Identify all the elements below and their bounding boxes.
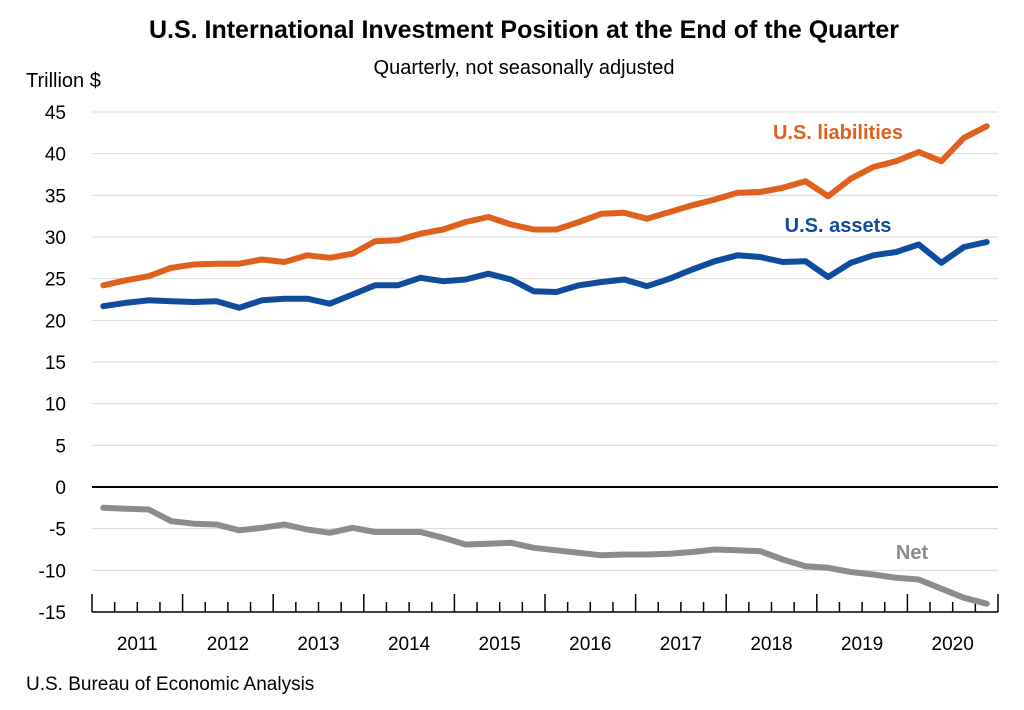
x-tick-label: 2018: [750, 634, 792, 655]
y-tick-label: 25: [45, 270, 66, 291]
x-tick-label: 2015: [479, 634, 521, 655]
y-tick-label: -15: [39, 603, 66, 624]
y-tick-label: -10: [39, 561, 66, 582]
y-tick-label: 20: [45, 311, 66, 332]
y-tick-label: 45: [45, 103, 66, 124]
x-tick-label: 2016: [569, 634, 611, 655]
y-tick-label: 35: [45, 186, 66, 207]
series-line-net: [100, 504, 990, 607]
y-tick-label: 30: [45, 228, 66, 249]
x-tick-label: 2019: [841, 634, 883, 655]
x-tick-label: 2020: [932, 634, 974, 655]
chart-title: U.S. International Investment Position a…: [149, 16, 899, 44]
series-layer: [100, 123, 990, 607]
x-tick-label: 2017: [660, 634, 702, 655]
y-axis-label: Trillion $: [26, 70, 101, 92]
x-tick-label: 2013: [297, 634, 339, 655]
y-tick-label: 40: [45, 145, 66, 166]
source-note: U.S. Bureau of Economic Analysis: [26, 674, 314, 695]
series-line-u-s-liabilities: [100, 123, 990, 289]
x-tick-label: 2011: [117, 634, 158, 655]
x-tick-label: 2014: [388, 634, 431, 655]
grid-layer: [92, 111, 998, 613]
series-label-liabilities: U.S. liabilities: [773, 122, 903, 144]
series-label-assets: U.S. assets: [785, 215, 892, 237]
series-line-u-s-assets: [100, 239, 990, 311]
series-label-net: Net: [896, 542, 929, 564]
y-tick-label: -5: [49, 520, 66, 541]
x-tick-label: 2012: [207, 634, 249, 655]
y-tick-label: 10: [45, 395, 66, 416]
y-tick-label: 0: [55, 478, 66, 499]
x-axis: 2011 2012 2013 2014 2015 2016 2017 2018 2019 2020: [91, 594, 999, 655]
y-tick-labels: 45 40 35 30 25 20 15 10 5 0 -5 -10 -15: [39, 103, 66, 624]
y-tick-label: 5: [55, 436, 66, 457]
chart-subtitle: Quarterly, not seasonally adjusted: [374, 57, 675, 79]
y-tick-label: 15: [45, 353, 66, 374]
